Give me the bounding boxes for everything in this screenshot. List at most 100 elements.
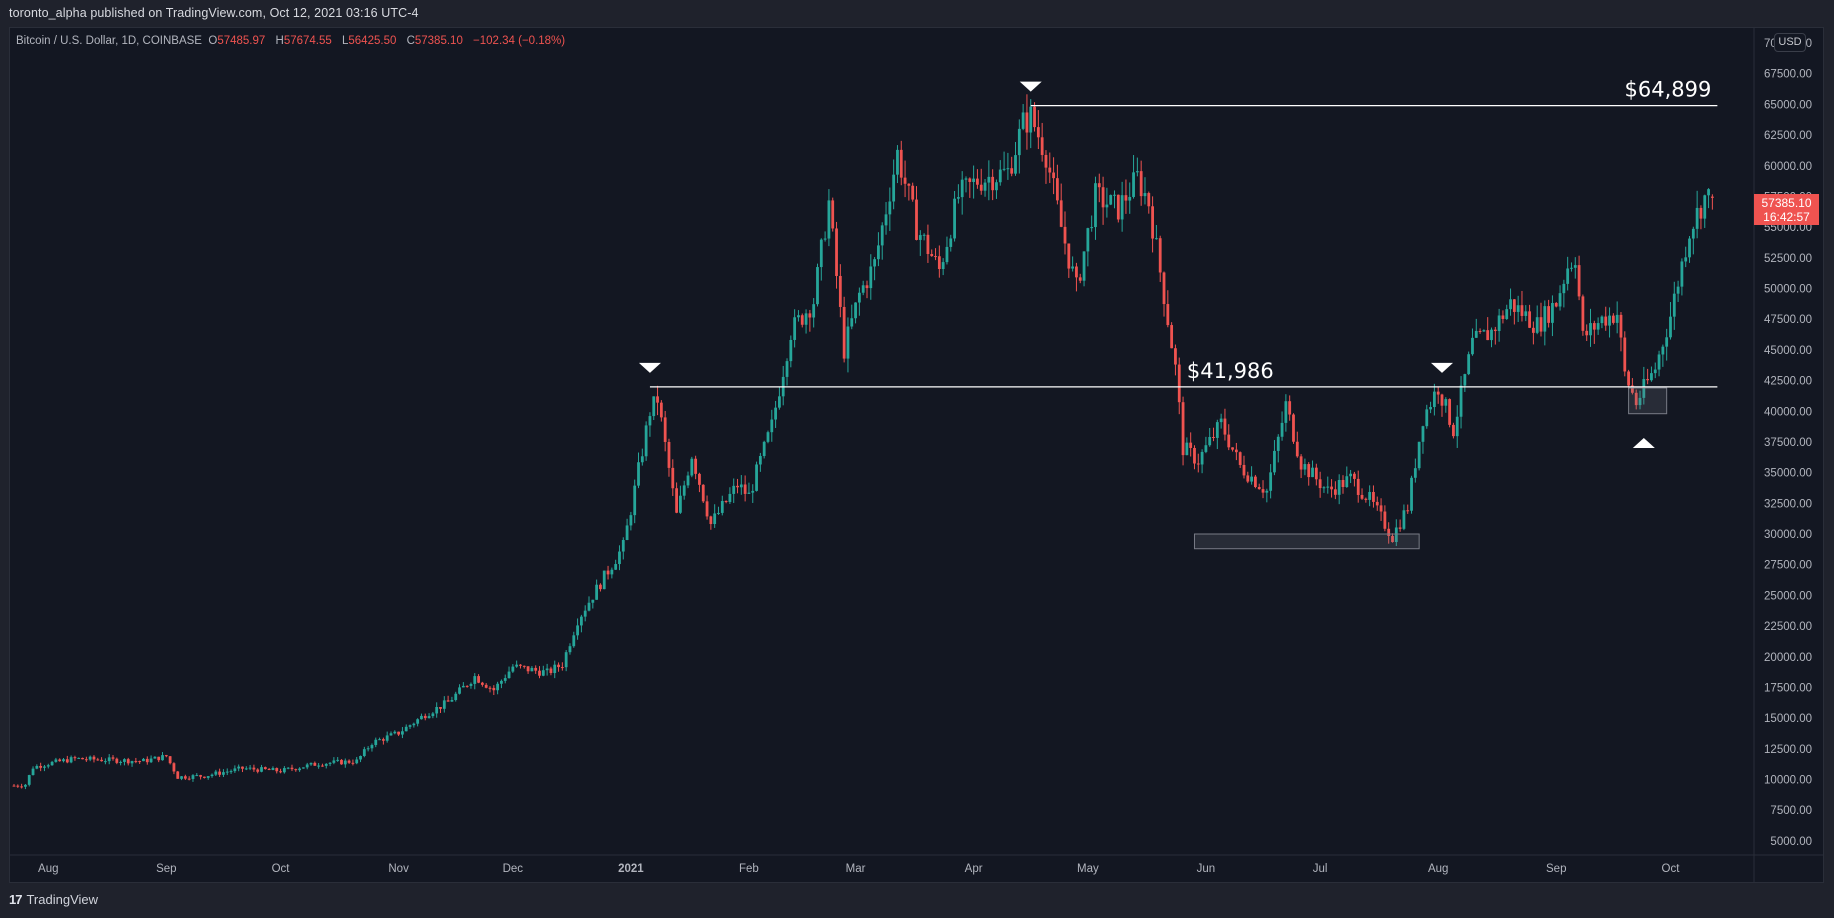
candle-body [1174, 348, 1177, 365]
candle-body [1120, 195, 1124, 220]
candle-body [579, 616, 583, 626]
candle-body [553, 664, 557, 674]
candle-body [522, 665, 526, 667]
candle-body [743, 484, 747, 494]
candle-body [389, 733, 393, 736]
candle-body [770, 419, 774, 433]
candle-body [1193, 447, 1196, 464]
candle-body [46, 765, 50, 767]
candle-body [317, 765, 321, 767]
candle-body [1094, 183, 1097, 228]
candle-body [1254, 476, 1257, 488]
candle-body [591, 599, 595, 603]
bar-countdown: 16:42:57 [1763, 210, 1810, 224]
candle-body [667, 441, 671, 468]
candle-body [126, 759, 130, 764]
candle-body [960, 179, 964, 198]
symbol-name[interactable]: Bitcoin / U.S. Dollar, 1D, COINBASE [16, 35, 202, 47]
candle-body [1650, 373, 1653, 381]
range-box[interactable] [1193, 533, 1420, 550]
candle-body [1558, 293, 1562, 307]
candle-body [442, 700, 446, 709]
price-tick: 55000.00 [1764, 222, 1812, 234]
arrow-down-icon[interactable] [1431, 362, 1453, 373]
candle-body [1135, 171, 1139, 173]
candle-body [100, 759, 103, 762]
candle-body [366, 748, 370, 750]
candle-body [275, 768, 279, 772]
candle-body [621, 540, 625, 552]
currency-badge[interactable]: USD [1774, 33, 1806, 52]
time-tick: Sep [156, 863, 176, 875]
candle-body [564, 652, 568, 668]
candle-body [907, 183, 911, 186]
candle-body [1596, 323, 1600, 330]
candle-body [1341, 479, 1345, 488]
candle-body [260, 767, 263, 772]
candle-body [172, 763, 176, 772]
candle-body [1402, 510, 1406, 529]
candle-body [27, 775, 31, 785]
candle-body [336, 759, 340, 761]
candle-body [576, 625, 579, 636]
candle-body [1311, 467, 1314, 478]
publisher-caption: toronto_alpha published on TradingView.c… [9, 6, 419, 20]
candle-body [972, 178, 976, 182]
candle-body [1520, 305, 1524, 316]
candle-body [404, 726, 408, 732]
arrow-down-icon[interactable] [638, 362, 661, 373]
price-tick: 65000.00 [1764, 99, 1812, 111]
time-tick: Oct [272, 863, 291, 875]
candle-body [1566, 268, 1570, 284]
candle-body [671, 467, 675, 489]
candle-body [1474, 330, 1478, 338]
candle-body [538, 670, 541, 676]
candle-body [1535, 317, 1539, 333]
candle-body [720, 500, 724, 513]
candle-body [797, 315, 800, 318]
range-box[interactable] [1628, 387, 1668, 415]
candle-body [1086, 228, 1090, 252]
candle-body [1478, 330, 1482, 332]
chart-panel[interactable] [9, 27, 1824, 883]
price-axis[interactable]: 70000.0067500.0065000.0062500.0060000.00… [1764, 38, 1812, 848]
arrow-up-icon[interactable] [1632, 437, 1655, 448]
candle-body [1611, 315, 1615, 323]
candle-body [1025, 112, 1029, 133]
candle-body [1234, 449, 1238, 453]
candle-body [1691, 228, 1695, 239]
candle-body [1592, 323, 1596, 330]
candle-body [340, 759, 343, 765]
candle-body [1459, 385, 1463, 417]
candle-body [1067, 243, 1071, 269]
candle-body [1463, 374, 1467, 386]
candle-body [347, 760, 351, 763]
candle-body [298, 768, 301, 771]
price-tick: 52500.00 [1764, 253, 1812, 265]
arrow-down-icon[interactable] [1019, 81, 1042, 92]
annotations-layer: $64,899 $41,986 [638, 78, 1718, 550]
candle-body [309, 762, 313, 765]
time-axis[interactable]: Aug Sep Oct Nov Dec 2021 Feb Mar Apr May Jun Jul Aug… [38, 863, 1680, 875]
candle-body [1349, 473, 1353, 477]
candle-body [96, 759, 100, 761]
candle-body [1223, 418, 1227, 435]
candle-body [679, 495, 682, 513]
candle-body [1562, 283, 1566, 294]
candle-body [256, 769, 260, 772]
candle-body [465, 685, 469, 687]
change-value: −102.34 (−0.18%) [473, 35, 566, 47]
tradingview-brand[interactable]: 17 TradingView [9, 892, 98, 907]
candle-body [267, 769, 271, 771]
candle-body [709, 516, 713, 525]
close-label: C [406, 35, 415, 47]
candle-body [1303, 464, 1307, 470]
candle-body [1181, 402, 1185, 456]
candle-body [1036, 127, 1040, 138]
candle-body [637, 462, 640, 486]
candle-body [111, 757, 115, 759]
candle-body [203, 776, 206, 778]
candle-body [381, 739, 385, 741]
time-tick: Dec [503, 863, 524, 875]
